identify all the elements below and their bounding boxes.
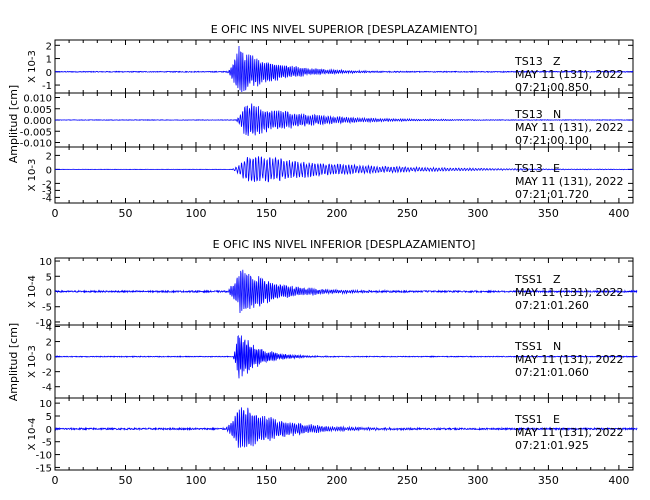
y-tick-label: 0.010: [23, 94, 52, 105]
chart-title: E OFIC INS NIVEL SUPERIOR [DESPLAZAMIENT…: [211, 23, 478, 36]
component-label: E: [553, 413, 560, 426]
time-label: 07:21:01.720: [515, 188, 589, 201]
date-label: MAY 11 (131), 2022: [515, 68, 623, 81]
y-tick-label: -4: [42, 383, 52, 394]
y-tick-label: 10: [39, 399, 52, 410]
y-tick-label: 0.000: [23, 116, 52, 127]
seismic-trace: [54, 269, 638, 314]
time-label: 07:21:01.260: [515, 299, 589, 312]
x-tick-label: 200: [326, 207, 347, 220]
y-tick-label: 0: [46, 68, 52, 79]
y-tick-label: -3: [42, 186, 52, 197]
y-tick-label: -0.010: [20, 139, 52, 150]
date-label: MAY 11 (131), 2022: [515, 121, 623, 134]
x-tick-label: 400: [608, 207, 629, 220]
y-tick-label: 0.005: [23, 105, 52, 116]
y-tick-label: -5: [42, 303, 52, 314]
chart-title: E OFIC INS NIVEL INFERIOR [DESPLAZAMIENT…: [213, 238, 476, 251]
y-tick-label: 0: [46, 165, 52, 176]
component-label: Z: [553, 273, 561, 286]
y-tick-label: 0: [46, 425, 52, 436]
axis-multiplier: X 10-4: [27, 275, 38, 308]
x-tick-label: 50: [118, 474, 132, 487]
date-label: MAY 11 (131), 2022: [515, 426, 623, 439]
seismic-trace: [54, 156, 633, 183]
x-tick-label: 100: [185, 207, 206, 220]
axis-multiplier: X 10-4: [27, 418, 38, 451]
y-tick-label: 2: [46, 41, 52, 52]
axis-multiplier: X 10-3: [27, 345, 38, 378]
y-tick-label: -4: [42, 193, 52, 204]
y-tick-label: 2: [46, 151, 52, 162]
station-label: TS13: [514, 108, 543, 121]
axis-multiplier: X 10-3: [27, 50, 38, 83]
x-tick-label: 150: [256, 207, 277, 220]
time-label: 07:21:00.850: [515, 81, 589, 94]
panel-frame: [54, 397, 634, 471]
x-tick-label: 300: [467, 474, 488, 487]
date-label: MAY 11 (131), 2022: [515, 286, 623, 299]
y-tick-label: 10: [39, 257, 52, 268]
x-tick-label: 0: [52, 474, 59, 487]
station-label: TS13: [514, 55, 543, 68]
y-tick-label: -2: [42, 368, 52, 379]
time-label: 07:21:01.925: [515, 439, 589, 452]
y-tick-label: -5: [42, 438, 52, 449]
x-tick-label: 0: [52, 207, 59, 220]
y-tick-label: 4: [46, 323, 52, 334]
seismic-trace: [54, 45, 634, 93]
x-tick-label: 100: [185, 474, 206, 487]
component-label: N: [553, 108, 561, 121]
seismic-trace: [54, 103, 634, 136]
time-label: 07:21:01.060: [515, 366, 589, 379]
x-tick-label: 200: [326, 474, 347, 487]
station-label: TSS1: [514, 273, 543, 286]
x-tick-label: 350: [538, 474, 559, 487]
x-tick-label: 50: [118, 207, 132, 220]
seismic-trace: [54, 407, 638, 448]
x-tick-label: 350: [538, 207, 559, 220]
station-label: TS13: [514, 162, 543, 175]
x-tick-label: 250: [397, 474, 418, 487]
panel-frame: [54, 146, 634, 204]
y-tick-label: -1: [42, 81, 52, 92]
y-tick-label: -0.005: [20, 127, 52, 138]
component-label: N: [553, 340, 561, 353]
date-label: MAY 11 (131), 2022: [515, 175, 623, 188]
y-tick-label: -10: [36, 451, 52, 462]
y-axis-label: Amplitud [cm]: [7, 323, 20, 401]
y-tick-label: 0: [46, 288, 52, 299]
x-tick-label: 300: [467, 207, 488, 220]
x-tick-label: 150: [256, 474, 277, 487]
component-label: Z: [553, 55, 561, 68]
axis-multiplier: X 10-3: [27, 159, 38, 192]
seismic-trace: [54, 335, 638, 379]
y-tick-label: 1: [46, 55, 52, 66]
y-tick-label: 5: [46, 272, 52, 283]
y-tick-label: -2: [42, 179, 52, 190]
date-label: MAY 11 (131), 2022: [515, 353, 623, 366]
y-tick-label: -15: [36, 463, 52, 474]
station-label: TSS1: [514, 413, 543, 426]
x-tick-label: 400: [608, 474, 629, 487]
y-tick-label: -10: [36, 318, 52, 329]
x-tick-label: 250: [397, 207, 418, 220]
station-label: TSS1: [514, 340, 543, 353]
y-axis-label: Amplitud [cm]: [7, 85, 20, 163]
time-label: 07:21:00.100: [515, 134, 589, 147]
y-tick-label: 5: [46, 412, 52, 423]
y-tick-label: 2: [46, 338, 52, 349]
component-label: E: [553, 162, 560, 175]
y-tick-label: 0: [46, 353, 52, 364]
